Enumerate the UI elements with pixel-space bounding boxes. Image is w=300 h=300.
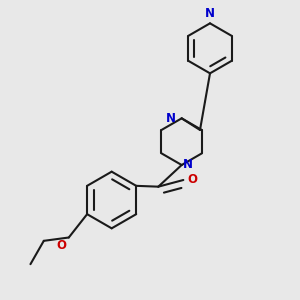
Text: O: O	[187, 173, 197, 187]
Text: N: N	[183, 158, 193, 172]
Text: O: O	[57, 239, 67, 252]
Text: N: N	[205, 7, 215, 20]
Text: N: N	[166, 112, 176, 125]
